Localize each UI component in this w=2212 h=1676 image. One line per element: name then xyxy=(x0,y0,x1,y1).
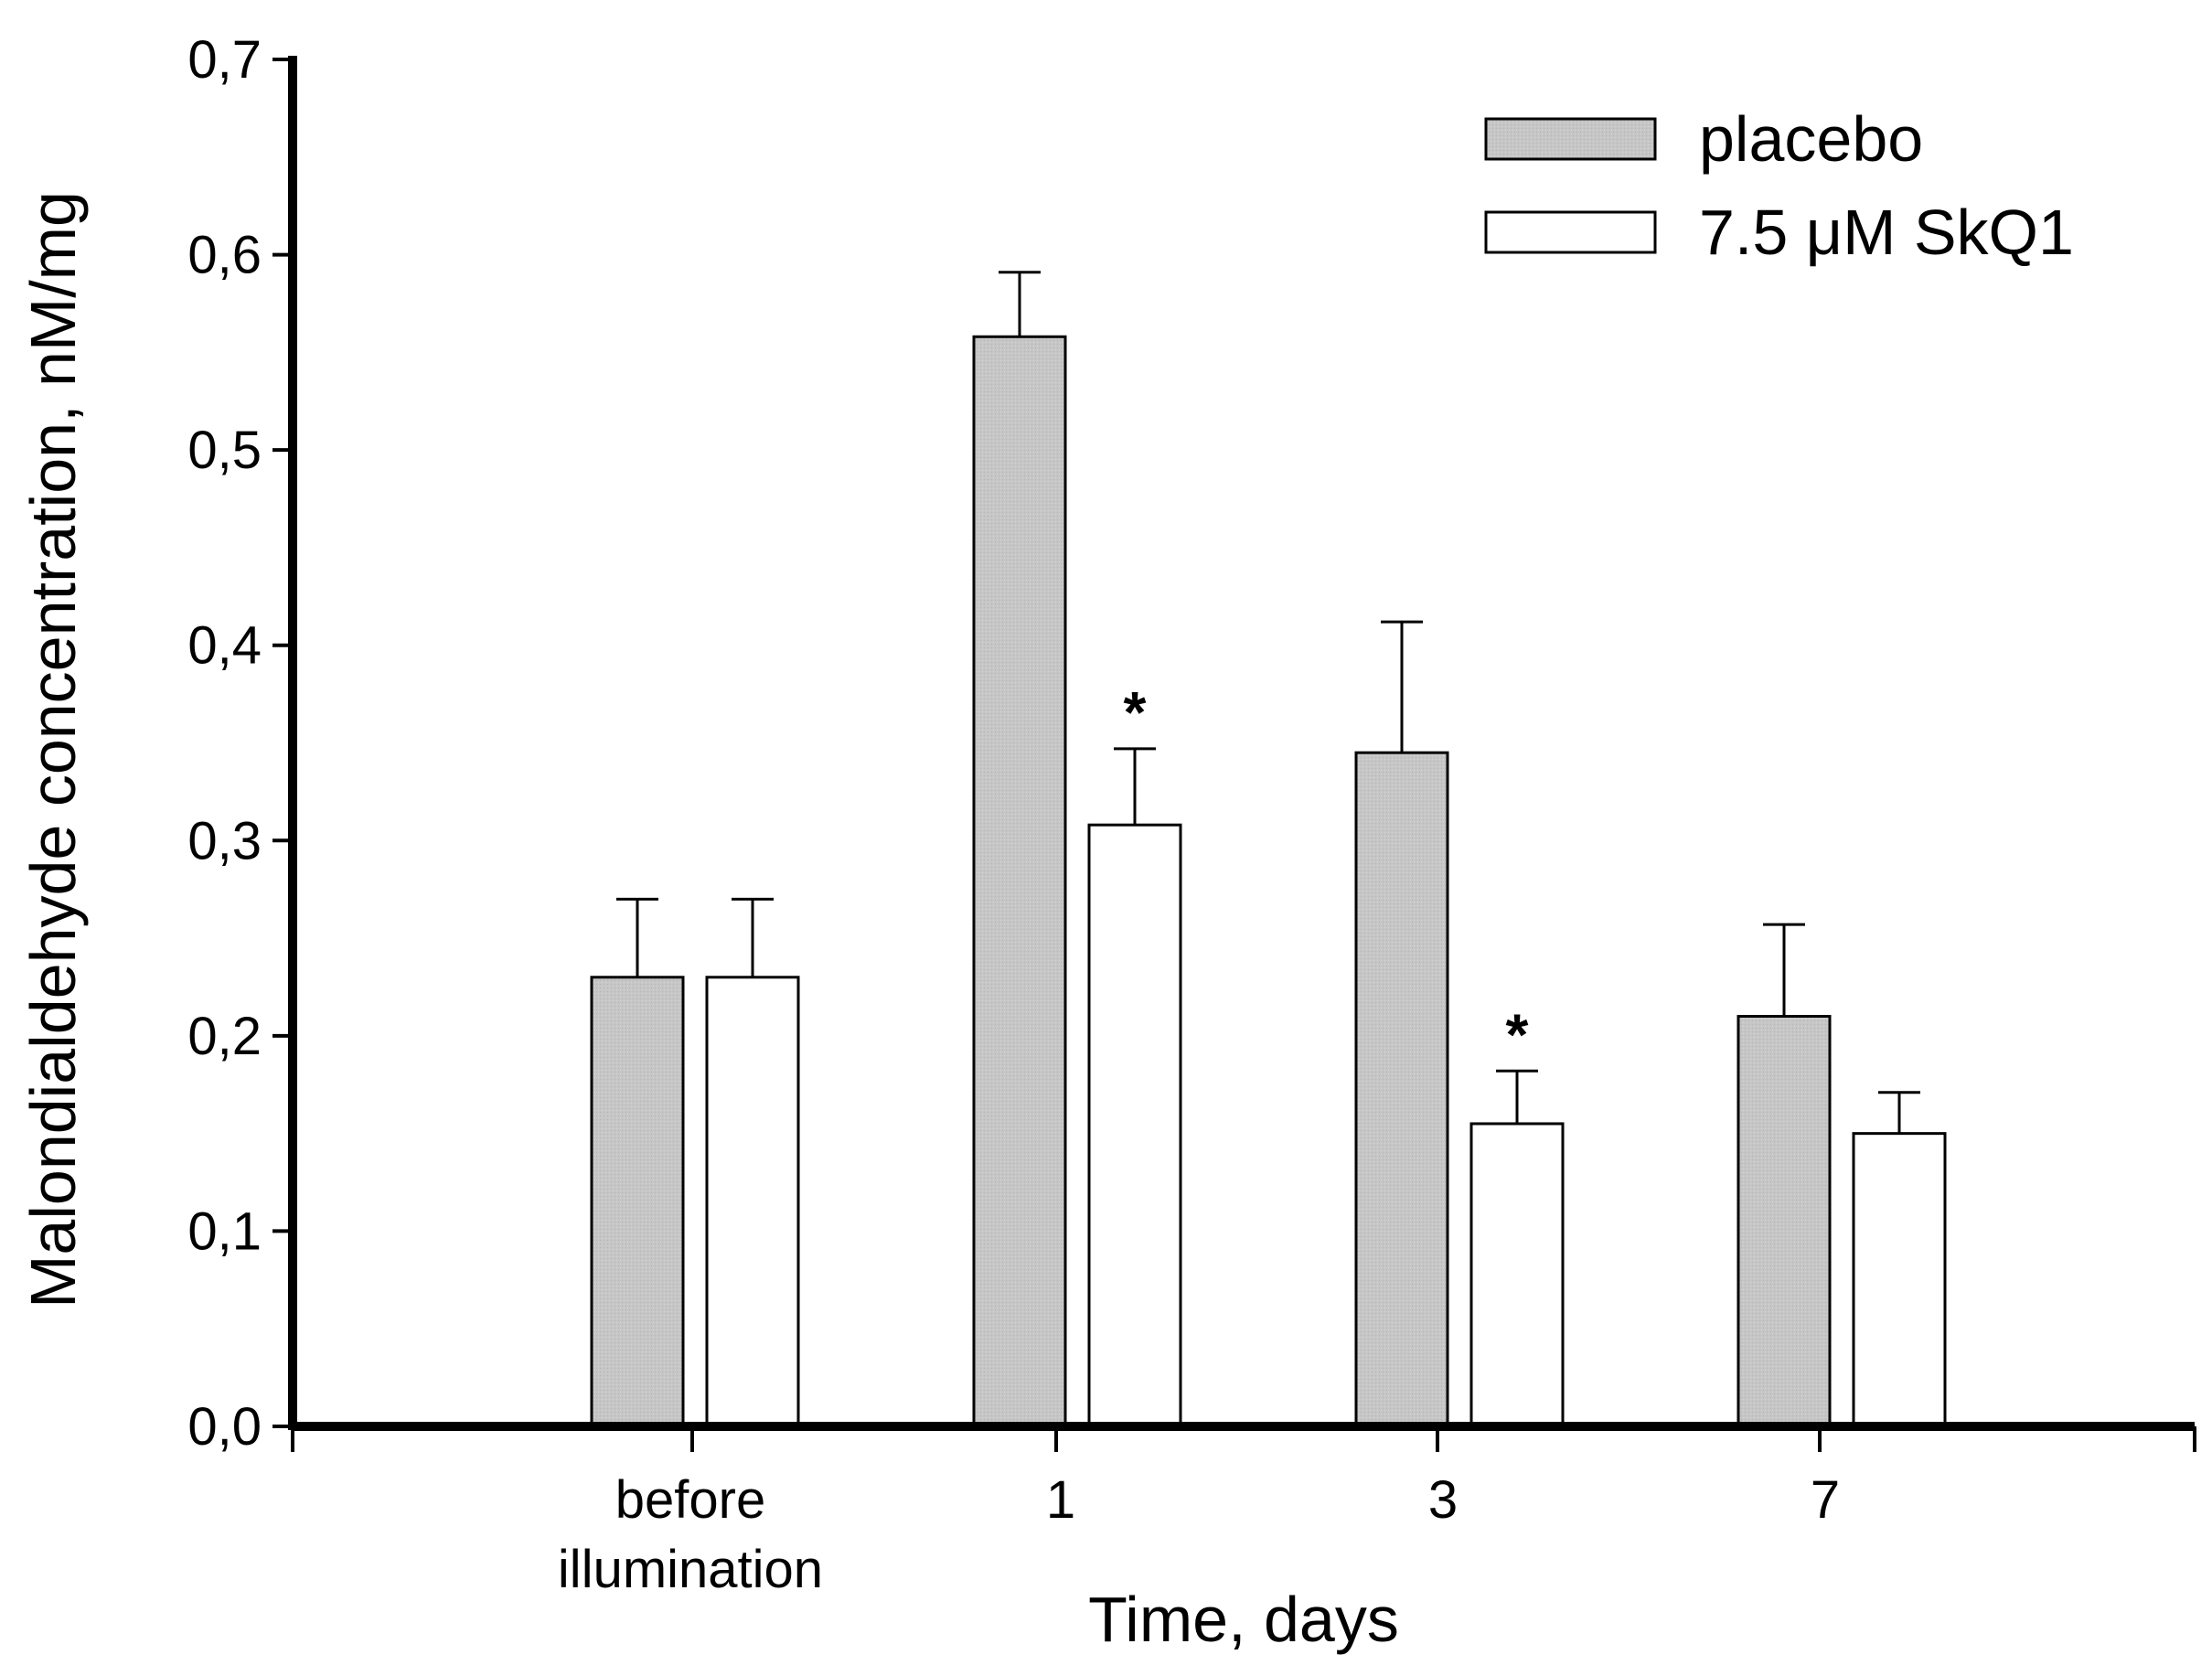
y-tick-label: 0,5 xyxy=(187,421,262,480)
error-bars-layer xyxy=(616,271,1920,1134)
y-tick-label: 0,7 xyxy=(187,30,262,90)
y-tick-label: 0,6 xyxy=(187,226,262,285)
bar-placebo-2 xyxy=(1354,751,1449,1428)
bar-placebo-1 xyxy=(972,335,1067,1428)
bar-placebo-3 xyxy=(1736,1015,1832,1428)
y-tick-label: 0,4 xyxy=(187,616,262,676)
y-tick-label: 0,1 xyxy=(187,1201,262,1261)
labels-layer: * * 0,0 0,1 0,2 0,3 0,4 0,5 0,6 0,7 before illumina… xyxy=(17,30,1840,1655)
y-tick-label: 0,2 xyxy=(187,1007,262,1066)
y-tick-label: 0,3 xyxy=(187,811,262,870)
bar-skq1-3 xyxy=(1852,1132,1947,1428)
bars-layer xyxy=(590,335,1947,1428)
x-category-label: 7 xyxy=(1811,1470,1840,1530)
axes-layer xyxy=(272,56,2196,1452)
legend-label-placebo: placebo xyxy=(1699,103,1923,175)
legend-swatch-skq1 xyxy=(1484,210,1657,254)
legend-label-skq1: 7.5 μM SkQ1 xyxy=(1699,197,2074,268)
x-category-label: illumination xyxy=(558,1540,823,1599)
bar-skq1-2 xyxy=(1469,1122,1565,1428)
x-category-label: 1 xyxy=(1046,1470,1075,1530)
bar-skq1-1 xyxy=(1087,823,1182,1428)
bar-skq1-0 xyxy=(705,976,800,1428)
significance-marker: * xyxy=(1124,679,1147,745)
legend: placebo 7.5 μM SkQ1 xyxy=(1484,103,2074,268)
x-axis-title: Time, days xyxy=(1088,1584,1399,1655)
x-category-label: 3 xyxy=(1428,1470,1458,1530)
legend-swatch-placebo xyxy=(1484,117,1657,161)
x-category-label: before xyxy=(615,1470,765,1530)
y-axis-title: Malondialdehyde concentration, nM/mg xyxy=(17,191,89,1308)
bar-placebo-0 xyxy=(590,976,685,1428)
y-tick-label: 0,0 xyxy=(187,1397,262,1457)
significance-marker: * xyxy=(1506,1001,1529,1067)
